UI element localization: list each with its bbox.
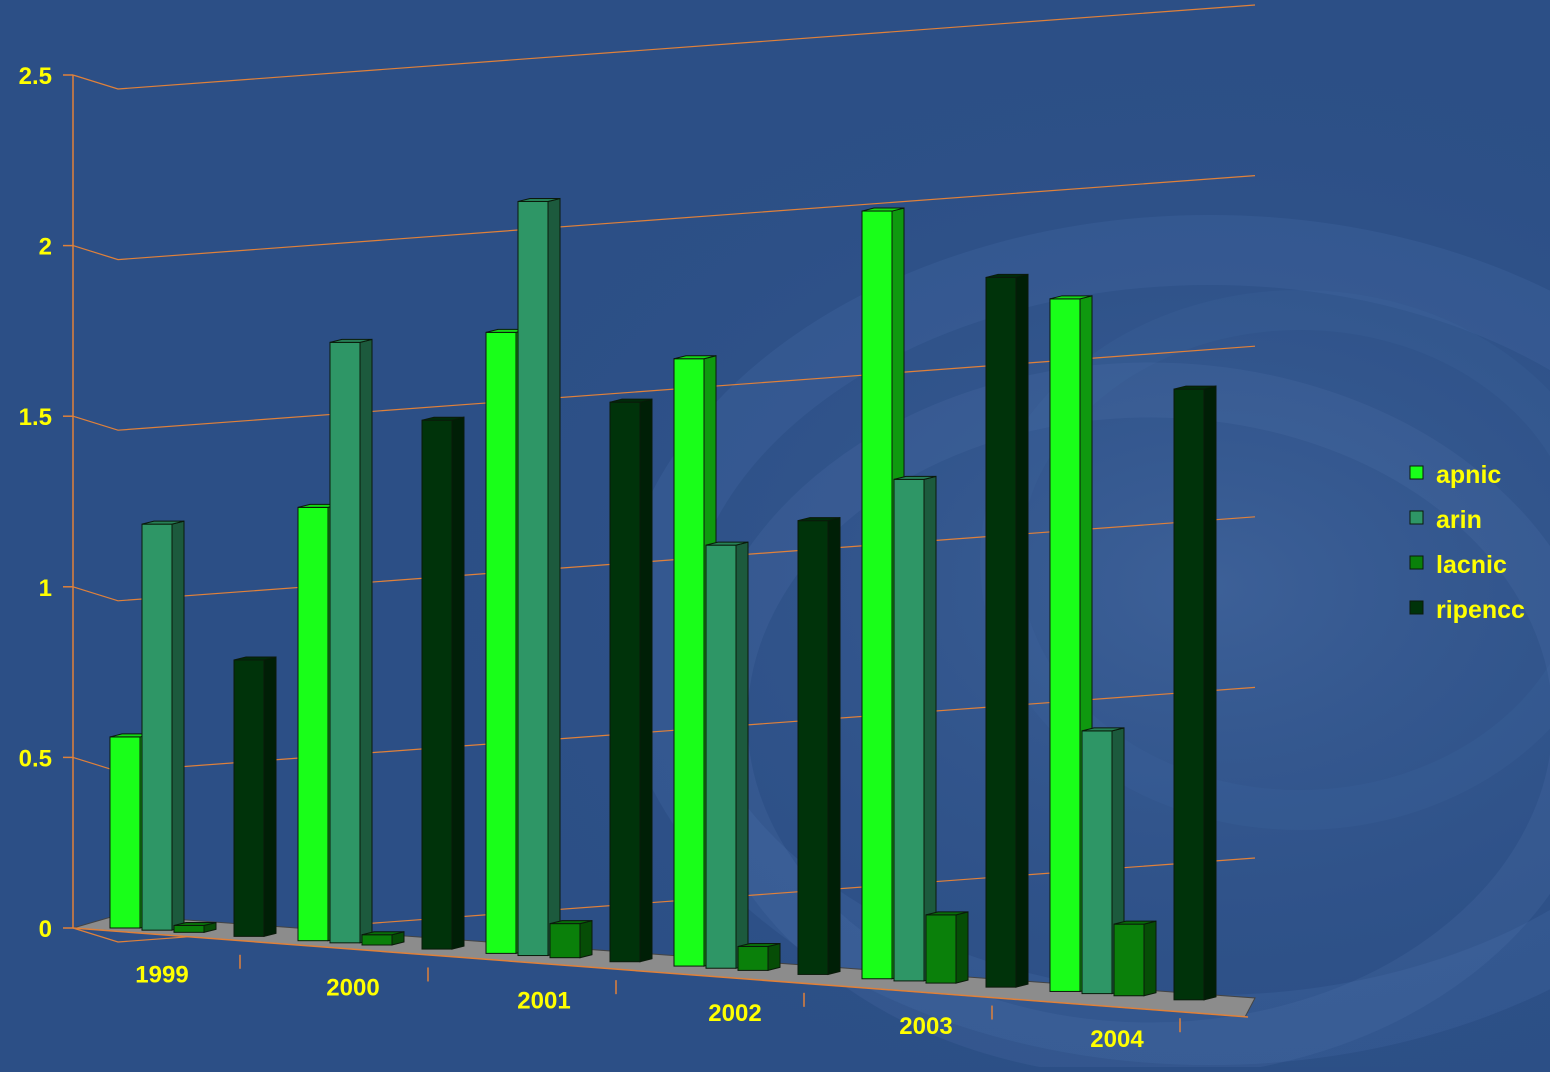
legend-item-apnic: apnic xyxy=(1409,461,1501,489)
bar-lacnic-2004 xyxy=(1113,920,1157,997)
x-tick-label: 2003 xyxy=(899,1013,952,1040)
bar-lacnic-2000 xyxy=(361,931,405,946)
bar-lacnic-2003 xyxy=(925,911,969,984)
bar-arin-2002 xyxy=(705,541,749,969)
legend-item-ripencc: ripencc xyxy=(1409,596,1525,624)
bar-ripencc-2004 xyxy=(1173,385,1217,1001)
x-tick-label: 2001 xyxy=(517,987,570,1014)
bar-ripencc-2001 xyxy=(609,398,653,963)
bar-ripencc-1999 xyxy=(233,656,277,938)
legend-label: apnic xyxy=(1436,461,1501,489)
bar-arin-2003 xyxy=(893,475,937,982)
bar-arin-2004 xyxy=(1081,727,1125,995)
bar-ripencc-2002 xyxy=(797,517,841,976)
legend-label: arin xyxy=(1436,506,1482,534)
x-tick-label: 1999 xyxy=(135,961,188,988)
x-axis-line xyxy=(72,927,1249,1018)
y-tick-label: 2 xyxy=(39,234,52,261)
gridline-2.5 xyxy=(72,4,1256,90)
legend-swatch xyxy=(1409,555,1424,570)
y-tick-label: 2.5 xyxy=(19,63,52,90)
y-tick-labels: 0 0.5 1 1.5 2 2.5 xyxy=(19,63,52,943)
axes xyxy=(63,74,1249,1033)
x-tick-label: 2004 xyxy=(1090,1026,1144,1053)
legend-swatch xyxy=(1409,510,1424,525)
bar-lacnic-2001 xyxy=(549,919,593,959)
bar-arin-2000 xyxy=(329,338,373,944)
legend: apnic arin lacnic ripencc xyxy=(1409,461,1525,624)
bars xyxy=(109,197,1217,1001)
bar-arin-2001 xyxy=(517,197,561,957)
bar-lacnic-1999 xyxy=(173,921,217,933)
bar-lacnic-2002 xyxy=(737,942,781,972)
bar-ripencc-2003 xyxy=(985,273,1029,988)
bar-arin-1999 xyxy=(141,520,185,931)
y-tick-label: 0.5 xyxy=(19,745,52,772)
y-tick-label: 1.5 xyxy=(19,404,52,431)
x-tick-labels: 1999 2000 2001 2002 2003 2004 xyxy=(135,961,1144,1052)
legend-swatch xyxy=(1409,600,1424,615)
gridline-2 xyxy=(72,175,1256,261)
bar-ripencc-2000 xyxy=(421,416,465,950)
legend-label: lacnic xyxy=(1436,551,1507,579)
legend-item-lacnic: lacnic xyxy=(1409,551,1507,579)
legend-item-arin: arin xyxy=(1409,506,1482,534)
y-tick-label: 1 xyxy=(39,575,52,602)
legend-swatch xyxy=(1409,465,1424,480)
x-tick-label: 2000 xyxy=(326,974,379,1001)
legend-label: ripencc xyxy=(1436,596,1525,624)
x-tick-label: 2002 xyxy=(708,1000,761,1027)
y-tick-label: 0 xyxy=(39,916,52,943)
